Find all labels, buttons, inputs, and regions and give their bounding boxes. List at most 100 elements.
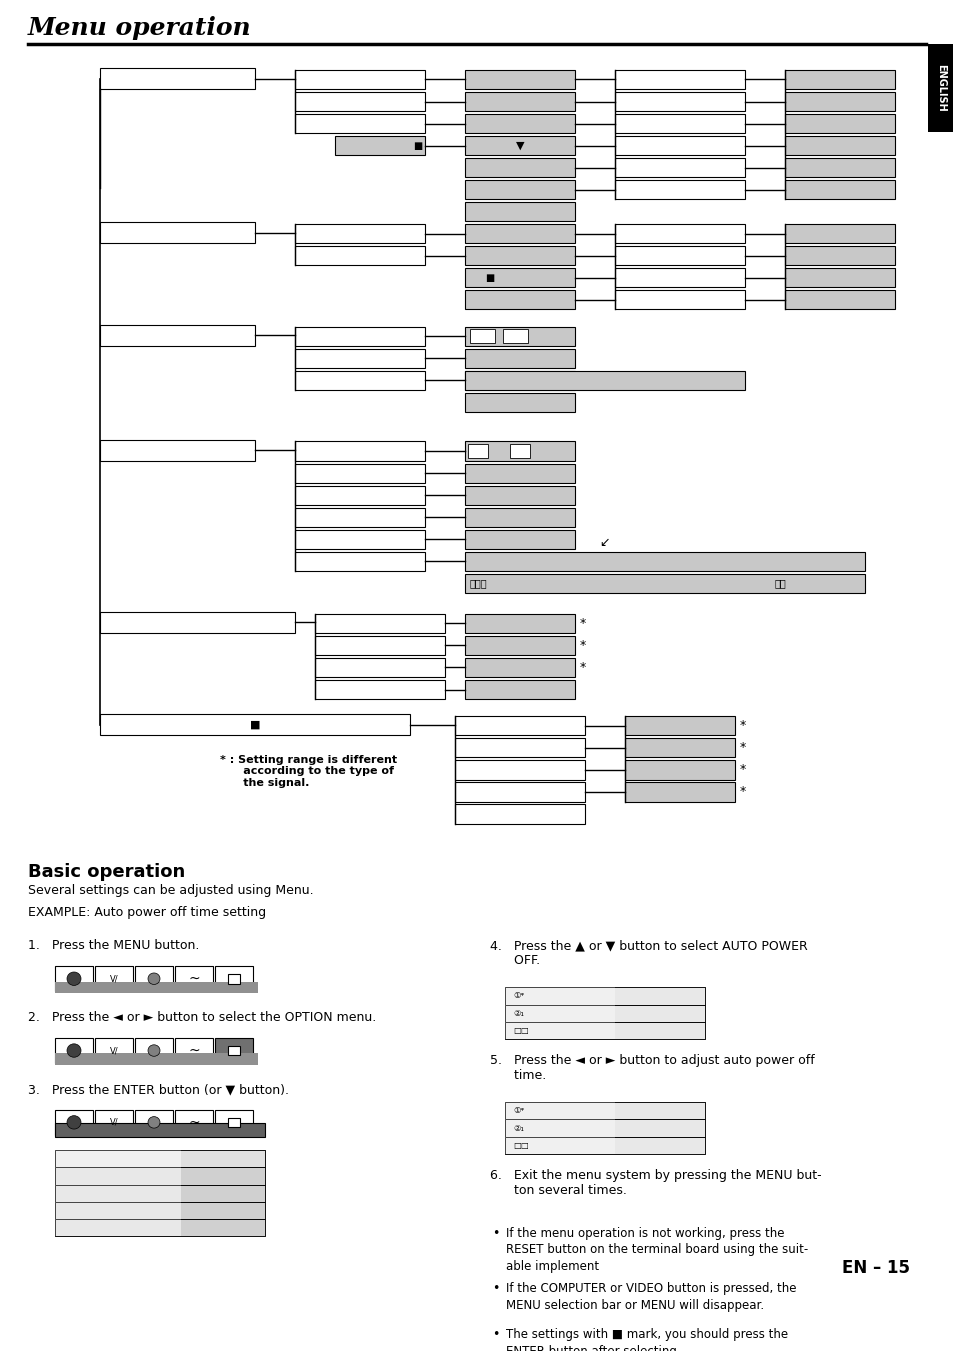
Bar <box>464 327 575 346</box>
Bar <box>55 1038 92 1063</box>
Text: EN – 15: EN – 15 <box>841 1259 909 1277</box>
Bar <box>95 1111 132 1135</box>
Text: * : Setting range is different
      according to the type of
      the signal.: * : Setting range is different according… <box>220 755 396 788</box>
Bar <box>214 966 253 992</box>
Bar <box>100 715 410 735</box>
Bar <box>615 267 744 288</box>
Bar <box>784 246 894 265</box>
Text: 日本語: 日本語 <box>470 578 487 588</box>
Bar <box>55 1123 265 1136</box>
Bar <box>314 613 444 634</box>
Bar <box>135 966 172 992</box>
Bar <box>294 551 424 570</box>
Bar <box>294 442 424 461</box>
Bar <box>624 782 734 801</box>
Bar <box>615 92 744 111</box>
Bar <box>55 1219 265 1236</box>
Text: ■: ■ <box>413 141 422 150</box>
Text: 3.   Press the ENTER button (or ▼ button).: 3. Press the ENTER button (or ▼ button). <box>28 1084 289 1096</box>
Bar <box>455 761 584 780</box>
Text: Several settings can be adjusted using Menu.: Several settings can be adjusted using M… <box>28 884 314 897</box>
Bar <box>314 680 444 698</box>
Bar <box>314 636 444 655</box>
Bar <box>464 92 575 111</box>
Bar <box>464 442 575 461</box>
Bar <box>504 1120 615 1136</box>
Bar <box>464 180 575 199</box>
Bar <box>55 982 257 993</box>
Bar <box>55 1202 265 1219</box>
Text: V/: V/ <box>110 974 118 984</box>
Bar <box>784 158 894 177</box>
Bar <box>294 463 424 482</box>
Text: If the menu operation is not working, press the
RESET button on the terminal boa: If the menu operation is not working, pr… <box>505 1227 807 1273</box>
Bar <box>55 966 92 992</box>
Circle shape <box>148 1044 160 1056</box>
Text: ②₁: ②₁ <box>513 1009 523 1017</box>
Bar <box>294 485 424 505</box>
Bar <box>615 136 744 155</box>
Bar <box>294 530 424 549</box>
Bar <box>504 1120 704 1136</box>
Bar <box>464 530 575 549</box>
Text: 2.   Press the ◄ or ► button to select the OPTION menu.: 2. Press the ◄ or ► button to select the… <box>28 1012 375 1024</box>
Bar <box>294 349 424 367</box>
Bar <box>464 508 575 527</box>
Text: ■: ■ <box>484 273 494 282</box>
Bar <box>784 136 894 155</box>
Bar <box>294 70 424 89</box>
Bar <box>504 1102 704 1120</box>
Text: ②₁: ②₁ <box>513 1124 523 1132</box>
Circle shape <box>67 1044 81 1058</box>
Bar <box>504 1102 704 1120</box>
Text: □□: □□ <box>513 1025 528 1035</box>
Bar <box>464 370 744 389</box>
Bar <box>784 180 894 199</box>
Bar <box>294 113 424 134</box>
Bar <box>135 1038 172 1063</box>
Text: ENGLISH: ENGLISH <box>935 65 945 112</box>
Text: ①ᵠ: ①ᵠ <box>513 992 523 1001</box>
Bar <box>464 636 575 655</box>
Bar <box>100 222 254 243</box>
Text: Menu operation: Menu operation <box>28 16 252 41</box>
Bar <box>624 739 734 758</box>
Bar <box>464 349 575 367</box>
Bar <box>294 224 424 243</box>
Bar <box>228 1117 240 1127</box>
Bar <box>100 612 294 634</box>
Text: *: * <box>740 763 745 777</box>
Bar <box>55 1202 265 1219</box>
Bar <box>294 370 424 389</box>
Bar <box>927 45 953 132</box>
Bar <box>504 1005 704 1021</box>
Text: ①ᵠ: ①ᵠ <box>513 1106 523 1116</box>
Text: The settings with ■ mark, you should press the
ENTER button after selecting.: The settings with ■ mark, you should pre… <box>505 1328 787 1351</box>
Bar <box>464 136 575 155</box>
Bar <box>294 508 424 527</box>
Text: If the COMPUTER or VIDEO button is pressed, the
MENU selection bar or MENU will : If the COMPUTER or VIDEO button is press… <box>505 1282 796 1312</box>
Bar <box>55 1167 265 1185</box>
Bar <box>135 1111 172 1135</box>
Bar <box>504 1005 704 1021</box>
Text: 中文: 中文 <box>774 578 786 588</box>
Text: ~: ~ <box>188 1116 199 1129</box>
Text: •: • <box>492 1328 498 1342</box>
Circle shape <box>67 971 81 985</box>
Bar <box>504 1021 704 1039</box>
Bar <box>624 761 734 780</box>
Bar <box>504 1136 615 1154</box>
Bar <box>470 330 495 343</box>
Bar <box>55 1150 265 1167</box>
Bar <box>174 966 213 992</box>
Circle shape <box>67 1116 81 1129</box>
Bar <box>615 224 744 243</box>
Text: 1.   Press the MENU button.: 1. Press the MENU button. <box>28 939 199 952</box>
Text: *: * <box>579 617 586 630</box>
Bar <box>615 290 744 309</box>
Text: V/: V/ <box>110 1046 118 1055</box>
Text: *: * <box>740 742 745 754</box>
Bar <box>510 444 530 458</box>
Bar <box>455 804 584 824</box>
Bar <box>464 551 864 570</box>
